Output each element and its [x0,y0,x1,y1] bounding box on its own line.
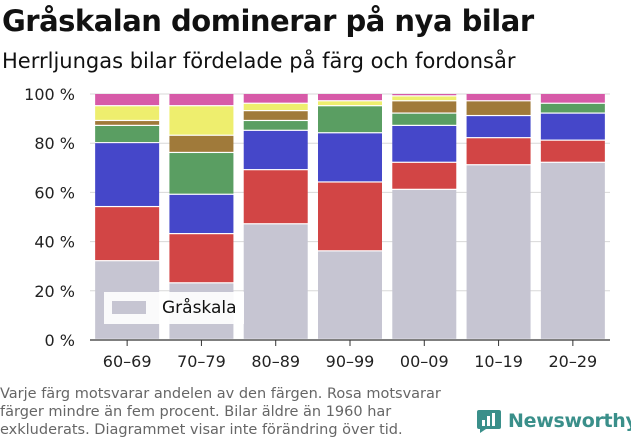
bar-segment [392,94,457,96]
x-tick-label: 60–69 [103,352,152,371]
y-tick-label: 0 % [45,331,75,350]
bar-segment [169,194,234,234]
bar-segment [169,94,234,106]
bar-segment [466,138,531,165]
bar-segment [243,103,308,111]
bar-segment [466,101,531,115]
axes: 0 % 20 % 40 % 60 % 80 % 100 % 60–69 70–79 80–89 9… [24,85,610,371]
y-tick-label: 100 % [24,85,75,104]
bar-segment [466,94,531,101]
bar-segment [318,182,382,251]
bar-chart-speech-bubble-icon [477,410,501,433]
brand-name: Newsworthy [508,410,631,432]
chart-title: Gråskalan dominerar på nya bilar [2,4,534,38]
bar-segment [392,189,457,339]
legend-label-graskala: Gråskala [162,297,237,318]
bars [95,94,605,339]
bar-segment [169,153,234,194]
footnote-line-1: Varje färg motsvarar andelen av den färg… [0,386,441,402]
footnote-line-2: färger mindre än fem procent. Bilar äldr… [0,404,392,420]
bar-segment [243,111,308,120]
footnote: Varje färg motsvarar andelen av den färg… [0,385,470,439]
bar-segment [243,170,308,224]
bar-segment [540,103,605,113]
bar-segment [318,133,382,182]
bar-segment [318,101,382,106]
bar-segment [95,106,160,120]
bar-segment [540,113,605,140]
bar-segment [243,130,308,170]
bar-segment [540,140,605,162]
bar-segment [95,143,160,206]
bar-segment [318,94,382,101]
x-tick-label: 00–09 [400,352,449,371]
bar-segment [169,234,234,283]
bar-segment [243,121,308,130]
x-tick-label: 20–29 [548,352,597,371]
chart-subtitle: Herrljungas bilar fördelade på färg och … [2,49,516,73]
legend: Gråskala [104,292,244,324]
x-tick-label: 70–79 [177,352,226,371]
y-tick-label: 40 % [34,233,75,252]
bar-segment [318,251,382,339]
footnote-line-3: exkluderats. Diagrammet visar inte förän… [0,422,403,438]
bar-segment [95,121,160,125]
bar-segment [392,101,457,113]
bar-segment [95,125,160,142]
y-tick-label: 60 % [34,183,75,202]
x-tick-label: 90–99 [326,352,375,371]
legend-swatch-graskala [112,301,146,314]
stacked-bar-chart: 0 % 20 % 40 % 60 % 80 % 100 % 60–69 70–79 80–89 9… [24,85,610,371]
bar-segment [392,113,457,125]
bar-segment [95,207,160,261]
bar-segment [540,94,605,103]
bar-segment [318,106,382,133]
bar-segment [392,96,457,101]
y-tick-label: 80 % [34,134,75,153]
bar-segment [95,94,160,106]
bar-segment [392,125,457,162]
bar-segment [169,135,234,152]
bar-segment [466,116,531,138]
newsworthy-logo: Newsworthy [476,408,631,434]
bar-segment [466,165,531,339]
bar-segment [169,106,234,135]
x-tick-label: 80–89 [251,352,300,371]
y-tick-label: 20 % [34,282,75,301]
bar-segment [243,94,308,103]
bar-segment [392,162,457,189]
bar-segment [540,162,605,339]
bar-segment [243,224,308,339]
x-tick-label: 10–19 [474,352,523,371]
